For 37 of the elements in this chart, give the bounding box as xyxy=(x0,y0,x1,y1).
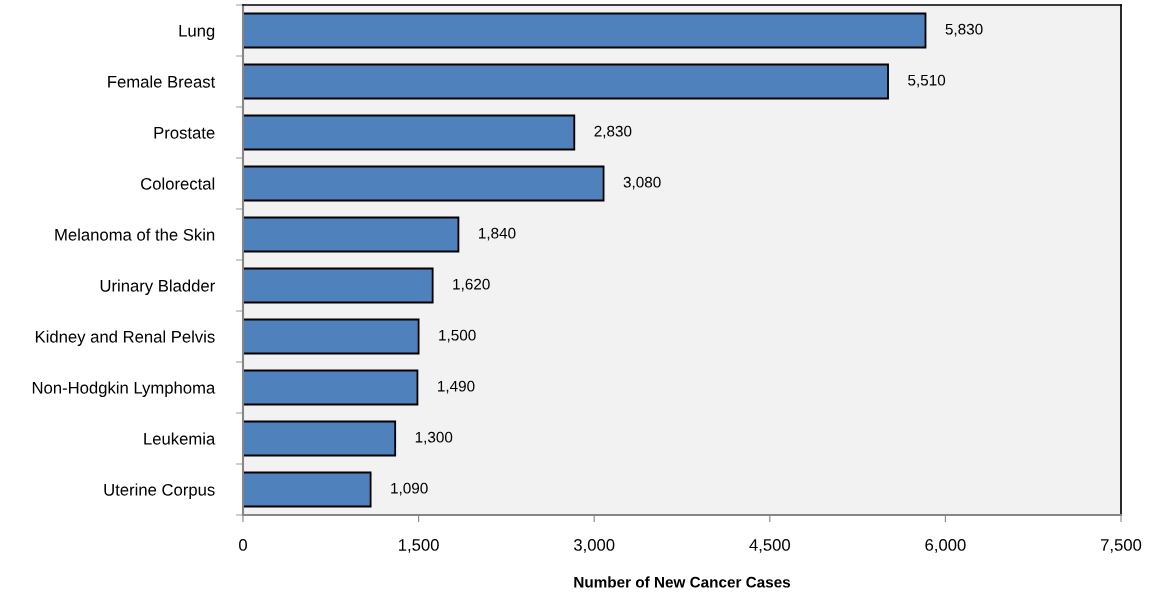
data-label: 1,620 xyxy=(453,278,490,292)
data-label: 1,090 xyxy=(391,482,428,496)
x-axis-title: Number of New Cancer Cases xyxy=(574,576,791,588)
x-tick-label: 6,000 xyxy=(925,539,966,553)
bar xyxy=(243,216,460,253)
bar xyxy=(243,12,927,49)
bar xyxy=(243,63,889,100)
y-tick-label: Colorectal xyxy=(141,177,215,190)
y-tick-label: Non-Hodgkin Lymphoma xyxy=(32,381,216,397)
x-tick-label: 7,500 xyxy=(1101,539,1142,553)
data-label: 1,500 xyxy=(439,329,476,343)
y-tick-label: Prostate xyxy=(154,127,215,139)
data-label: 1,300 xyxy=(415,431,453,445)
y-tick-label: Female Breast xyxy=(108,75,216,88)
bar xyxy=(243,165,605,202)
x-tick-label: 4,500 xyxy=(749,539,790,553)
y-tick-label: Urinary Bladder xyxy=(100,279,215,295)
bar xyxy=(243,420,397,457)
y-tick-label: Melanoma of the Skin xyxy=(55,228,215,241)
y-tick-label: Kidney and Renal Pelvis xyxy=(35,330,215,346)
bar xyxy=(243,369,419,406)
data-label: 1,840 xyxy=(479,227,516,241)
data-label: 5,510 xyxy=(908,74,946,88)
y-tick-label: Leukemia xyxy=(144,432,216,445)
bar xyxy=(243,471,372,508)
bar xyxy=(243,318,420,355)
data-label: 1,490 xyxy=(438,380,475,394)
data-label: 2,830 xyxy=(594,125,632,139)
y-tick-label: Lung xyxy=(179,25,215,40)
data-label: 3,080 xyxy=(623,176,661,190)
bar xyxy=(243,114,576,151)
bar xyxy=(243,267,434,304)
data-label: 5,830 xyxy=(945,23,983,37)
x-tick-label: 0 xyxy=(239,539,247,551)
x-tick-label: 1,500 xyxy=(399,539,439,553)
x-tick-label: 3,000 xyxy=(573,539,615,553)
y-tick-label: Uterine Corpus xyxy=(104,483,215,499)
